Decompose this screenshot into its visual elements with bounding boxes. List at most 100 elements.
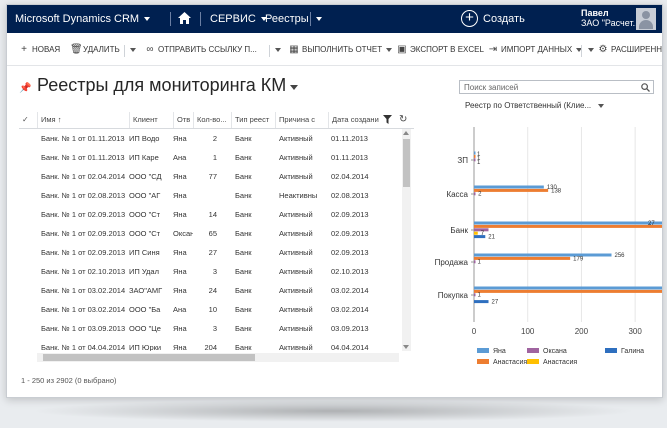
view-title[interactable]: Реестры для мониторинга КМ [37,75,287,95]
advanced-find-button[interactable]: ⚙РАСШИРЕННЫ [598,43,663,57]
bar[interactable] [474,256,571,260]
run-report-button[interactable]: ▦ ВЫПОЛНИТЬ ОТЧЕТ [289,43,393,57]
create-button[interactable]: Создать [483,5,525,33]
column-header-created[interactable]: Дата создани [328,112,380,128]
bar[interactable] [474,235,486,239]
view-selector-chevron-icon[interactable] [290,85,298,90]
user-info[interactable]: Павел ЗАО "Расчет... [581,8,640,28]
table-cell[interactable]: Банк. № 1 от 02.10.2013 [41,267,126,276]
table-cell[interactable]: Банк. № 1 от 02.09.2013 [41,229,126,238]
table-cell[interactable]: ООО "Це [129,324,161,333]
bar[interactable] [474,158,476,162]
table-cell[interactable]: Банк. № 1 от 02.09.2013 [41,248,126,257]
table-cell[interactable]: ИП Юрки [129,343,162,351]
send-link-button[interactable]: ∞ ОТПРАВИТЬ ССЫЛКУ П... [145,43,256,57]
column-header-owner[interactable]: Отв [173,112,193,128]
column-header-name[interactable]: Имя ↑ [37,112,129,128]
bar[interactable] [474,253,612,257]
plus-icon[interactable]: + [461,10,478,27]
vertical-scrollbar[interactable] [402,129,411,351]
table-cell[interactable]: Банк. № 1 от 03.09.2013 [41,324,126,333]
bar[interactable] [474,151,476,155]
bar[interactable] [474,260,476,264]
table-row[interactable]: Банк. № 1 от 01.11.2013 ИП Водо Яна 2 Банк Ак… [19,129,399,148]
bar[interactable] [474,185,544,189]
column-header-client[interactable]: Клиент [129,112,173,128]
table-row[interactable]: Банк. № 1 от 03.02.2014 ЗАО"АМГ Яна 24 Банк А… [19,281,399,300]
table-row[interactable]: Банк. № 1 от 02.09.2013 ИП Синя Яна 27 Банк А… [19,243,399,262]
import-data-button[interactable]: ⇥ ИМПОРТ ДАННЫХ [488,43,583,57]
bar[interactable] [474,293,476,297]
table-cell[interactable]: ООО "Ст [129,229,161,238]
scroll-thumb[interactable] [43,354,255,361]
bar[interactable] [474,224,662,228]
table-cell[interactable]: ООО "АГ [129,191,161,200]
table-cell[interactable]: Банк. № 1 от 02.04.2014 [41,172,126,181]
chart-selector[interactable]: Реестр по Ответственный (Клие... [465,101,592,110]
search-input[interactable]: Поиск записей [459,80,654,94]
table-cell[interactable]: ИП Водо [129,134,160,143]
delete-dropdown[interactable] [126,43,136,57]
scroll-down-icon[interactable] [403,345,409,349]
home-icon[interactable] [178,5,191,33]
horizontal-scrollbar[interactable] [37,353,399,362]
export-excel-button[interactable]: ▣ ЭКСПОРТ В EXCEL [397,43,484,57]
advanced-find-label: РАСШИРЕННЫ [611,45,663,54]
bar[interactable] [474,221,662,225]
table-cell[interactable]: ИП Удал [129,267,159,276]
table-cell[interactable]: Банк. № 1 от 02.08.2013 [41,191,126,200]
bar[interactable] [474,228,489,232]
table-cell[interactable]: Банк. № 1 от 04.04.2014 [41,343,126,351]
bar[interactable] [474,192,476,196]
table-cell[interactable]: ИП Каре [129,153,159,162]
chevron-down-icon[interactable] [598,104,604,108]
table-row[interactable]: Банк. № 1 от 02.10.2013 ИП Удал Яна 3 Банк Ак… [19,262,399,281]
pin-icon[interactable]: 📌 [19,83,32,94]
table-row[interactable]: Банк. № 1 от 03.02.2014 ООО "Ба Ана 10 Банк А… [19,300,399,319]
column-header-type[interactable]: Тип реест [231,112,275,128]
avatar[interactable] [636,8,656,30]
filter-icon[interactable] [383,115,392,124]
table-cell[interactable]: Банк. № 1 от 01.11.2013 [41,134,125,143]
table-row[interactable]: Банк. № 1 от 01.11.2013 ИП Каре Ана 1 Банк Ак… [19,148,399,167]
bar[interactable] [474,188,549,192]
scroll-up-icon[interactable] [403,131,409,135]
command-divider [124,45,125,57]
bar[interactable] [474,154,476,158]
select-all-checkbox[interactable]: ✓ [22,115,29,124]
send-link-dropdown[interactable] [271,43,281,57]
bar[interactable] [474,286,662,290]
search-icon[interactable] [641,83,650,92]
table-cell[interactable]: ООО "Ба [129,305,161,314]
table-cell: Банк [235,210,252,219]
new-button[interactable]: + НОВАЯ [19,43,60,57]
table-row[interactable]: Банк. № 1 от 04.04.2014 ИП Юрки Яна 204 Банк… [19,338,399,351]
table-cell[interactable]: Банк. № 1 от 03.02.2014 [41,286,126,295]
bar[interactable] [474,300,489,304]
column-header-reason[interactable]: Причина с [275,112,328,128]
table-cell[interactable]: Банк. № 1 от 02.09.2013 [41,210,126,219]
area-menu[interactable]: СЕРВИС [210,5,267,33]
table-cell[interactable]: Банк. № 1 от 01.11.2013 [41,153,125,162]
bar[interactable] [474,289,662,293]
delete-button[interactable]: 🗑УДАЛИТЬ [70,43,120,57]
bar[interactable] [474,231,478,235]
table-cell[interactable]: Банк. № 1 от 03.02.2014 [41,305,126,314]
refresh-icon[interactable]: ↻ [399,114,408,125]
section-dropdown[interactable] [311,5,322,33]
import-dropdown[interactable] [584,43,594,57]
table-row[interactable]: Банк. № 1 от 02.09.2013 ООО "Ст Яна 14 Банк А… [19,205,399,224]
table-row[interactable]: Банк. № 1 от 02.04.2014 ООО "СД Яна 77 Банк А… [19,167,399,186]
column-header-count[interactable]: Кол-во... [193,112,231,128]
table-row[interactable]: Банк. № 1 от 02.08.2013 ООО "АГ Яна Банк Неа… [19,186,399,205]
table-cell[interactable]: ЗАО"АМГ [129,286,163,295]
section-menu[interactable]: Реестры [265,5,309,33]
table-cell[interactable]: ИП Синя [129,248,160,257]
table-cell[interactable]: ООО "Ст [129,210,161,219]
table-cell[interactable]: ООО "СД [129,172,162,181]
app-menu[interactable]: Microsoft Dynamics CRM [15,5,151,33]
table-cell: Яна [173,134,187,143]
scroll-thumb[interactable] [403,139,410,187]
table-row[interactable]: Банк. № 1 от 03.09.2013 ООО "Це Яна 3 Банк Ак… [19,319,399,338]
